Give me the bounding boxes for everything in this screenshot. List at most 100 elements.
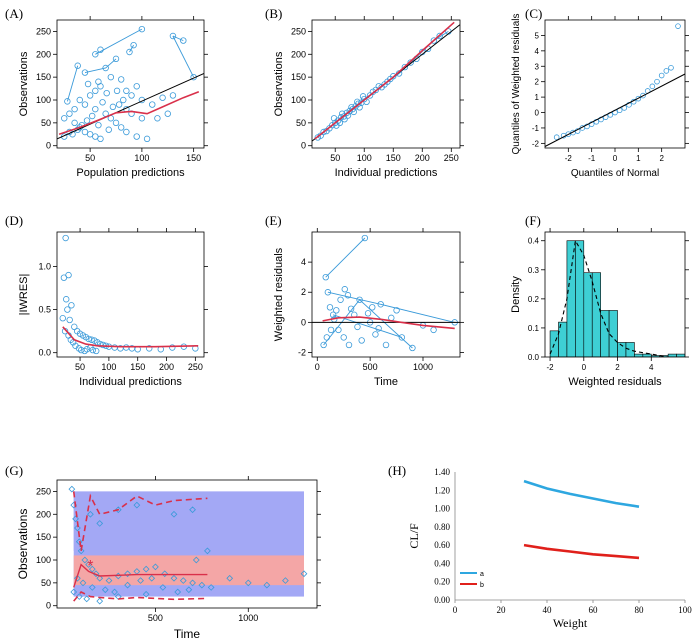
reference-line (545, 73, 685, 147)
loess-smooth-line (322, 316, 455, 330)
y-tick-label: 0.0 (528, 353, 540, 362)
y-tick-label: 0.40 (434, 558, 450, 568)
series-line-a (523, 479, 640, 508)
data-point (356, 296, 363, 303)
data-point (63, 296, 70, 303)
y-axis-label: Observations (273, 51, 285, 116)
y-tick-label: 1 (535, 93, 540, 102)
y-tick-label: 50 (41, 118, 51, 128)
data-point (61, 115, 68, 122)
data-point (387, 75, 394, 83)
legend-label-a: a (480, 571, 484, 578)
data-point (364, 310, 372, 317)
data-point (97, 340, 104, 348)
y-tick-label: 1.0 (38, 261, 51, 271)
histogram-bar (608, 310, 618, 357)
panel-frame (56, 231, 205, 358)
y-tick-label: 200 (36, 49, 51, 59)
data-point (322, 273, 329, 281)
data-point (553, 134, 560, 141)
y-tick-label: 0 (301, 317, 306, 327)
individual-line (84, 58, 117, 74)
data-point (92, 87, 99, 95)
x-axis-label: Time (374, 376, 398, 388)
data-point (112, 119, 120, 127)
plot-area (312, 21, 460, 142)
data-point (185, 586, 193, 594)
data-point (154, 115, 161, 122)
data-point (174, 588, 182, 596)
x-tick-label: 200 (159, 362, 174, 372)
histogram-bar (583, 272, 593, 357)
data-point (375, 325, 382, 332)
histogram-bar (667, 353, 677, 357)
data-point (192, 556, 200, 564)
x-tick-label: 1000 (238, 613, 258, 623)
data-point (359, 93, 367, 100)
histogram-bar (591, 272, 601, 357)
data-point (668, 65, 674, 71)
data-point (143, 135, 151, 143)
data-point (658, 72, 665, 79)
data-point (347, 305, 355, 313)
data-point (87, 510, 94, 518)
data-point (161, 570, 169, 578)
data-point (81, 556, 89, 564)
x-tick-label: 100 (357, 153, 372, 163)
x-tick-label: 20 (497, 605, 507, 615)
data-point (71, 105, 78, 113)
y-tick-label: 200 (291, 49, 306, 59)
data-point (654, 78, 660, 85)
data-point (324, 289, 332, 296)
data-point (92, 51, 99, 58)
y-tick-label: 50 (41, 578, 51, 588)
x-tick-label: 2 (615, 363, 620, 372)
x-tick-label: 50 (330, 153, 340, 163)
loess-smooth-line (58, 91, 200, 136)
panel-H: 0.00 0.20 0.40 0.60 0.80 1.00 1.20 1.40 0 20 40 60 8… (407, 467, 692, 630)
panel-F: -2 0 2 4 0.0 0.1 0.2 0.3 0.4 Weighted residuals De… (510, 228, 689, 388)
x-tick-label: 500 (363, 362, 378, 372)
data-point (263, 581, 271, 589)
y-tick-label: 0 (535, 109, 540, 118)
data-point (86, 131, 94, 138)
data-point (88, 112, 96, 120)
data-point (103, 89, 110, 97)
data-point (68, 302, 75, 309)
y-tick-label: 0.20 (434, 577, 450, 587)
data-point (148, 574, 156, 582)
data-point (62, 234, 69, 242)
x-tick-label: 500 (148, 613, 163, 623)
y-tick-label: 2 (535, 78, 540, 87)
y-tick-label: 0.80 (434, 522, 450, 532)
panel-G: * 500 1000 0 50 100 150 200 250 Time Observations (16, 476, 321, 640)
data-point (79, 579, 87, 587)
data-point (92, 347, 100, 355)
x-tick-label: 50 (75, 362, 85, 372)
plot-area (549, 239, 685, 357)
y-tick-label: 2 (301, 287, 306, 297)
y-axis-label: Observations (16, 509, 30, 580)
data-point (92, 133, 99, 140)
data-point (115, 101, 123, 108)
data-point (75, 593, 83, 600)
panel-label-b: (B) (265, 6, 282, 21)
x-tick-label: 1 (636, 154, 641, 163)
individual-line (172, 35, 184, 42)
data-point (142, 565, 150, 573)
data-point (354, 323, 361, 331)
data-point (198, 581, 206, 589)
data-point (133, 133, 140, 140)
y-tick-label: 250 (291, 26, 306, 36)
data-point (114, 506, 122, 514)
x-tick-label: 100 (101, 362, 116, 372)
lower-percentile-line (73, 590, 208, 602)
y-tick-label: 3 (535, 62, 540, 71)
plot-area (57, 25, 204, 143)
x-tick-label: -1 (588, 154, 596, 163)
panel-A: 50 100 150 0 50 100 150 200 250 Population predic… (18, 16, 208, 179)
data-point (88, 565, 96, 573)
x-tick-label: 250 (444, 153, 459, 163)
data-point (81, 69, 89, 76)
x-tick-label: 0 (582, 363, 587, 372)
